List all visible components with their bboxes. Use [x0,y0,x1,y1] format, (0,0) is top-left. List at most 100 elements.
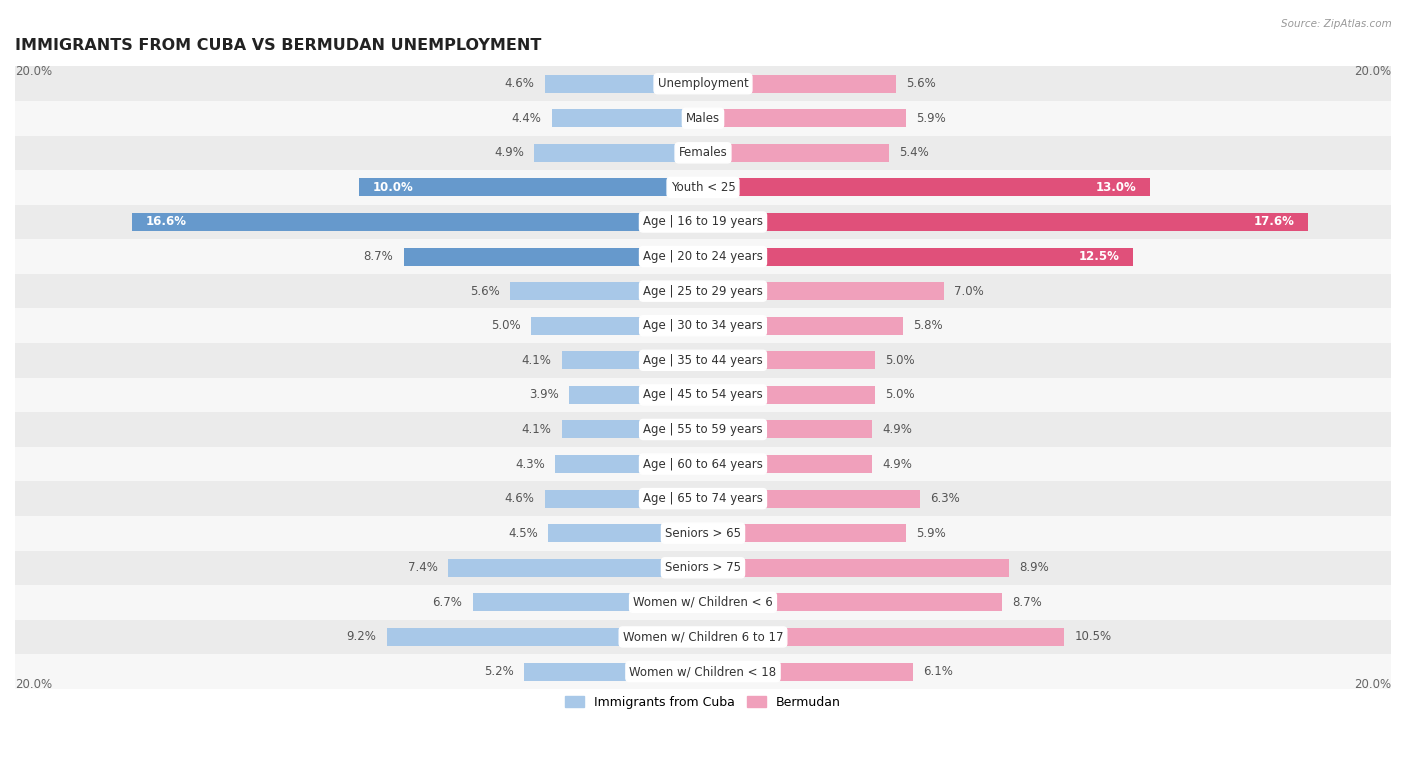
Bar [15,274,1391,308]
Text: 5.0%: 5.0% [886,388,915,401]
Bar [703,559,1010,577]
Bar [548,524,703,542]
Text: 17.6%: 17.6% [1254,216,1295,229]
Bar [15,136,1391,170]
Bar [404,248,703,266]
Text: 5.4%: 5.4% [898,146,929,159]
Text: Age | 35 to 44 years: Age | 35 to 44 years [643,354,763,367]
Bar [132,213,703,231]
Text: 5.8%: 5.8% [912,319,942,332]
Text: 5.6%: 5.6% [470,285,501,298]
Bar [15,308,1391,343]
Text: 20.0%: 20.0% [1354,678,1391,690]
Bar [703,248,1133,266]
Bar [449,559,703,577]
Text: Age | 16 to 19 years: Age | 16 to 19 years [643,216,763,229]
Bar [15,378,1391,412]
Bar [15,550,1391,585]
Text: 9.2%: 9.2% [346,631,377,643]
Bar [15,447,1391,481]
Bar [703,351,875,369]
Bar [15,654,1391,689]
Text: 5.0%: 5.0% [491,319,520,332]
Bar [569,386,703,404]
Text: 8.7%: 8.7% [1012,596,1042,609]
Text: Seniors > 75: Seniors > 75 [665,561,741,575]
Bar [703,662,912,681]
Text: Unemployment: Unemployment [658,77,748,90]
Text: 5.6%: 5.6% [905,77,936,90]
Bar [15,239,1391,274]
Text: 4.1%: 4.1% [522,423,551,436]
Bar [15,585,1391,620]
Text: 20.0%: 20.0% [15,64,52,78]
Text: 4.9%: 4.9% [495,146,524,159]
Bar [15,412,1391,447]
Text: 6.3%: 6.3% [929,492,960,505]
Text: 20.0%: 20.0% [1354,64,1391,78]
Text: Women w/ Children < 18: Women w/ Children < 18 [630,665,776,678]
Text: 16.6%: 16.6% [146,216,187,229]
Text: 4.3%: 4.3% [515,457,544,471]
Text: 6.7%: 6.7% [432,596,463,609]
Text: 8.7%: 8.7% [364,250,394,263]
Text: 5.2%: 5.2% [484,665,513,678]
Bar [703,524,905,542]
Bar [703,420,872,438]
Text: Age | 25 to 29 years: Age | 25 to 29 years [643,285,763,298]
Bar [703,316,903,335]
Text: Males: Males [686,112,720,125]
Bar [15,481,1391,516]
Text: Seniors > 65: Seniors > 65 [665,527,741,540]
Text: Women w/ Children 6 to 17: Women w/ Children 6 to 17 [623,631,783,643]
Text: Age | 60 to 64 years: Age | 60 to 64 years [643,457,763,471]
Text: 10.0%: 10.0% [373,181,413,194]
Bar [703,179,1150,196]
Text: 6.1%: 6.1% [924,665,953,678]
Text: 20.0%: 20.0% [15,678,52,690]
Text: 13.0%: 13.0% [1095,181,1136,194]
Text: Women w/ Children < 6: Women w/ Children < 6 [633,596,773,609]
Bar [703,593,1002,612]
Bar [562,420,703,438]
Text: 7.0%: 7.0% [955,285,984,298]
Text: Age | 55 to 59 years: Age | 55 to 59 years [643,423,763,436]
Bar [359,179,703,196]
Bar [703,490,920,508]
Bar [524,662,703,681]
Text: Females: Females [679,146,727,159]
Bar [703,144,889,162]
Text: IMMIGRANTS FROM CUBA VS BERMUDAN UNEMPLOYMENT: IMMIGRANTS FROM CUBA VS BERMUDAN UNEMPLO… [15,38,541,53]
Text: 4.9%: 4.9% [882,423,911,436]
Text: 4.5%: 4.5% [508,527,538,540]
Bar [15,620,1391,654]
Bar [703,75,896,92]
Bar [703,455,872,473]
Text: 4.4%: 4.4% [512,112,541,125]
Text: 4.1%: 4.1% [522,354,551,367]
Text: 5.0%: 5.0% [886,354,915,367]
Text: 10.5%: 10.5% [1074,631,1112,643]
Bar [15,343,1391,378]
Bar [15,516,1391,550]
Text: 7.4%: 7.4% [408,561,439,575]
Bar [551,109,703,127]
Bar [555,455,703,473]
Text: 5.9%: 5.9% [917,527,946,540]
Text: 8.9%: 8.9% [1019,561,1049,575]
Bar [703,386,875,404]
Bar [544,75,703,92]
Text: 5.9%: 5.9% [917,112,946,125]
Text: 4.9%: 4.9% [882,457,911,471]
Bar [472,593,703,612]
Text: Age | 30 to 34 years: Age | 30 to 34 years [643,319,763,332]
Legend: Immigrants from Cuba, Bermudan: Immigrants from Cuba, Bermudan [560,690,846,714]
Bar [703,282,943,300]
Bar [703,213,1309,231]
Bar [510,282,703,300]
Bar [562,351,703,369]
Text: 12.5%: 12.5% [1078,250,1119,263]
Text: Age | 65 to 74 years: Age | 65 to 74 years [643,492,763,505]
Bar [534,144,703,162]
Text: 3.9%: 3.9% [529,388,558,401]
